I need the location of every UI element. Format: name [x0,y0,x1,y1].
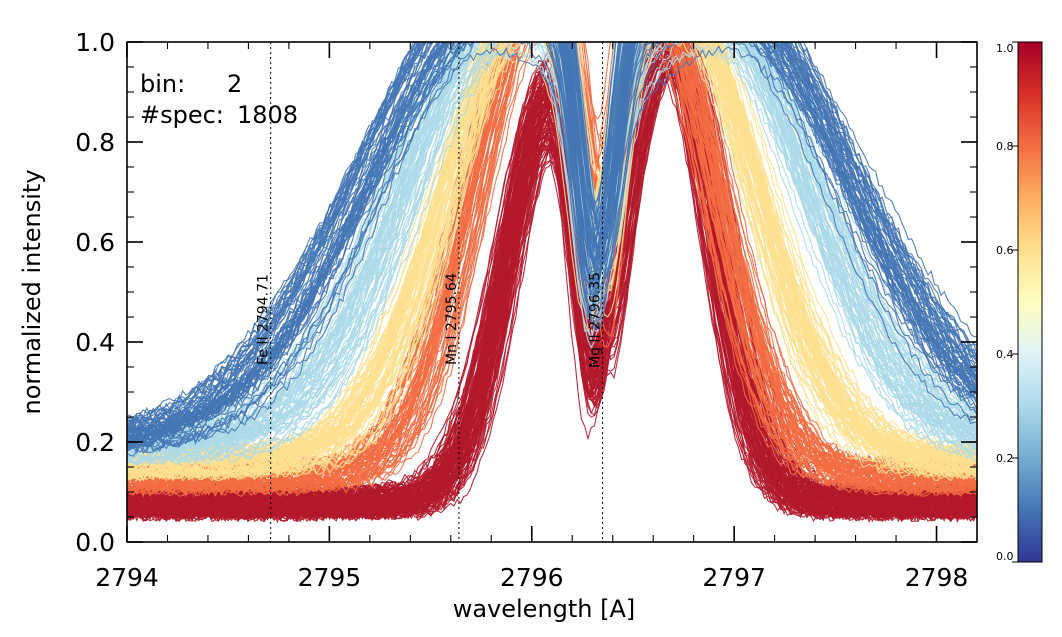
spectrum-line [127,42,977,457]
spectrum-line [127,42,977,470]
colorbar-tick-label: 0.8 [996,140,1014,153]
bin-label: bin: [140,70,185,98]
spectrum-line [127,42,977,474]
spectrum-line [127,42,977,443]
y-tick-label: 1.0 [75,28,115,57]
spectrum-line [127,42,977,477]
spectrum-line [127,42,977,434]
plot-axes: 2794 2795 2796 2797 2798 0.0 0.2 0.4 0.6 0.8 1.0 [75,28,978,592]
spectrum-line [127,42,977,431]
spectrum-line [127,42,977,449]
spectrum-line [127,42,977,448]
bin-value: 2 [227,70,242,98]
spectrum-line [127,42,977,452]
reference-line-label: Mg II 2796.35 [588,272,604,368]
spectrum-line [127,42,977,464]
spectrum-line [127,42,977,448]
spectrum-line [127,42,977,446]
spectrum-line [127,42,977,466]
series-group-weight-0.2 [127,42,977,457]
spectrum-line [127,42,977,479]
colorbar-tick-label: 1.0 [996,42,1014,55]
colorbar-ticks: 0.0 0.2 0.4 0.6 0.8 1.0 [996,41,1018,563]
spectra-lines [127,42,977,524]
y-tick-label: 0.6 [75,228,115,257]
plot-frame [126,41,978,543]
x-tick-label: 2798 [905,563,969,592]
spectrum-line [127,42,977,455]
spectrum-line [127,42,977,431]
spectrum-line [127,42,977,441]
spectrum-line [127,42,977,477]
spec-value: 1808 [237,101,298,129]
spectrum-line [127,42,977,437]
spectrum-line [127,42,977,426]
spectrum-line [127,42,977,442]
series-group-weight-0.6 [127,42,977,483]
spectrum-line [127,42,977,473]
spectrum-line [127,70,977,504]
colorbar-gradient [1017,41,1043,563]
colorbar-tick-label: 0.2 [996,452,1014,465]
spectrum-line [127,42,977,478]
spectrum-line [127,42,977,454]
x-tick-label: 2797 [702,563,766,592]
y-axis-label: normalized intensity [18,169,46,414]
y-tick-label: 0.0 [75,528,115,557]
colorbar-tick-label: 0.4 [996,348,1014,361]
spectrum-line [127,42,977,453]
colorbar [1017,41,1043,563]
spectrum-line [127,42,977,438]
spectrum-line [127,42,977,450]
x-tick-label: 2795 [298,563,362,592]
spectrum-line [127,42,977,448]
spectrum-line [127,42,977,475]
spectrum-line [127,42,977,469]
spectrum-line [127,42,977,439]
spec-label: #spec: [140,101,224,129]
spectrum-line [127,42,977,434]
spectrum-line [127,42,977,466]
spectrum-line [127,42,977,439]
spectrum-line [127,42,977,458]
spectrum-line [127,51,977,501]
reference-line-label: Mn I 2795.64 [444,273,460,365]
spectrum-line [127,42,977,448]
spectrum-line [127,42,977,426]
spectrum-line [127,42,977,491]
y-tick-label: 0.8 [75,128,115,157]
y-tick-label: 0.4 [75,328,115,357]
spectrum-line [127,42,977,485]
x-tick-label: 2796 [500,563,564,592]
spectrum-line [127,42,977,498]
colorbar-tick-label: 0.0 [996,550,1014,563]
reference-lines: Fe II 2794.71 Mn I 2795.64 Mg II 2796.35 [256,42,604,542]
spectrum-line [127,42,977,425]
spectrum-line [127,42,977,430]
x-axis-label: wavelength [A] [453,595,636,623]
spectrum-line [127,42,977,497]
spectrum-line [127,42,977,423]
spectrum-line [127,42,977,444]
y-tick-label: 0.2 [75,428,115,457]
spectrum-line [127,42,977,443]
spectrum-line [127,42,977,482]
x-tick-label: 2794 [95,563,159,592]
spectrum-line [127,42,977,447]
spectrum-line [127,42,977,443]
spectrum-line [127,42,977,438]
spectrum-line [127,42,977,491]
spectrum-line [127,42,977,460]
spectrum-line [127,42,977,488]
spectrum-line [127,42,977,451]
spectrum-line [127,42,977,454]
spectrum-line [127,42,977,468]
colorbar-tick-label: 0.6 [996,244,1014,257]
reference-line-label: Fe II 2794.71 [256,274,272,365]
spectrum-line [127,42,977,491]
